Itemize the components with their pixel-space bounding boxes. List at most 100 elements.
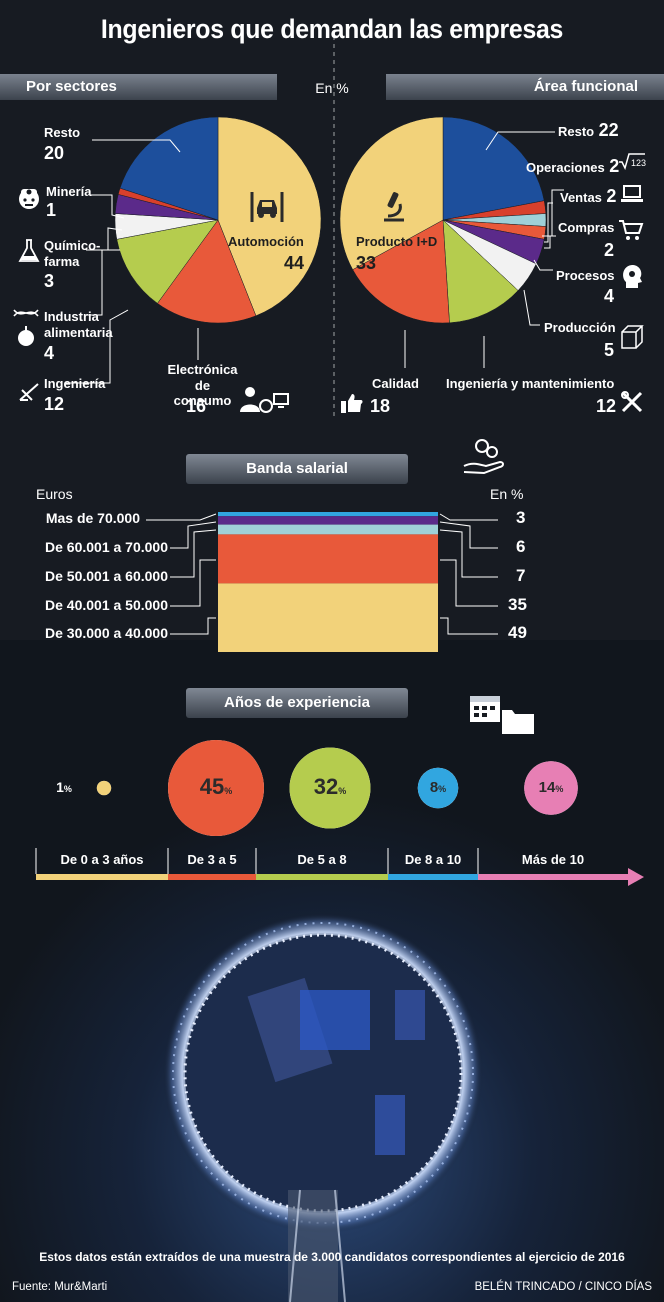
value-producto: 33 xyxy=(356,253,377,273)
label-produccion: Producción xyxy=(544,320,616,335)
value-produccion: 5 xyxy=(604,340,615,360)
row-ventas: Ventas 2 xyxy=(560,186,616,207)
salary-row-value: 3 xyxy=(516,508,526,527)
pie-slice-ingeniería xyxy=(116,219,219,304)
value-calidad: 18 xyxy=(370,396,391,416)
experience-category-label: De 0 a 3 años xyxy=(60,852,144,867)
laptop-icon xyxy=(621,185,643,202)
euros-label: Euros xyxy=(36,486,73,502)
value-operaciones: 2 xyxy=(609,156,620,176)
cart-icon xyxy=(619,220,644,240)
salary-header: Banda salarial xyxy=(186,454,408,484)
microscope-icon xyxy=(384,192,404,222)
electronics-icon xyxy=(240,387,289,413)
label-mineria: Minería xyxy=(46,184,92,199)
label-electronica-2: de consumo xyxy=(173,378,232,408)
pie-slice-automoción xyxy=(217,116,322,317)
pie-slice-electrónica-de-consumo xyxy=(157,219,257,324)
experience-value-pct: % xyxy=(224,786,233,797)
label-resto-left: Resto xyxy=(44,125,81,140)
value-quimico: 3 xyxy=(44,271,55,291)
leader-lines-left xyxy=(66,139,199,384)
experience-axis xyxy=(35,848,644,886)
experience-value-number: 1 xyxy=(56,779,64,796)
label-ingenieria-right: Ingeniería y mantenimiento xyxy=(446,376,615,391)
label-procesos: Procesos xyxy=(556,268,615,283)
label-quimico-1: Químico- xyxy=(44,238,101,253)
pie-slice-calidad xyxy=(352,219,450,324)
value-automocion: 44 xyxy=(284,253,305,273)
salary-bar-segment xyxy=(218,583,438,652)
row-resto-right: Resto 22 xyxy=(558,120,619,141)
value-ingenieria-right: 12 xyxy=(596,396,617,416)
experience-chart xyxy=(35,739,644,886)
salary-row-label: De 30.000 a 40.000 xyxy=(45,625,168,641)
experience-value-number: 32 xyxy=(313,774,339,800)
label-industria-2: alimentaria xyxy=(44,325,113,340)
label-industria-1: Industria xyxy=(44,309,99,324)
pie-sectores xyxy=(114,116,322,324)
salary-row-label: De 50.001 a 60.000 xyxy=(45,568,168,584)
pie-area-funcional xyxy=(339,116,547,324)
label-compras: Compras xyxy=(558,220,615,235)
pie-slice-resto xyxy=(119,116,219,221)
credit: BELÉN TRINCADO / CINCO DÍAS xyxy=(474,1281,652,1293)
leader-lines-right xyxy=(404,131,564,368)
thumbs-up-icon xyxy=(341,394,363,413)
experience-value-number: 14 xyxy=(538,778,556,796)
value-resto-right: 22 xyxy=(598,120,619,140)
tools-icon xyxy=(621,391,643,413)
experience-category-label: De 8 a 10 xyxy=(404,852,462,867)
footnote: Estos datos están extraídos de una muest… xyxy=(39,1250,625,1264)
value-mineria: 1 xyxy=(46,200,57,220)
experience-value: 32% xyxy=(290,774,370,800)
salary-row-label: Mas de 70.000 xyxy=(45,510,140,526)
head-bulb-icon xyxy=(623,265,642,288)
experience-value: 45% xyxy=(176,774,256,800)
label-automocion: Automoción xyxy=(228,234,304,249)
label-producto: Producto I+D xyxy=(356,234,438,249)
experience-category-label: De 3 a 5 xyxy=(187,852,237,867)
units-label: En % xyxy=(315,80,349,96)
salary-row-value: 6 xyxy=(516,537,526,556)
experience-bubbles xyxy=(96,739,578,837)
label-ingenieria-left: Ingeniería xyxy=(44,376,106,391)
dna-apple-icon xyxy=(13,309,39,346)
label-quimico-2: farma xyxy=(44,254,80,269)
experience-axis-segment xyxy=(256,874,388,880)
experience-axis-segment xyxy=(36,874,168,880)
svg-text:123: 123 xyxy=(631,158,646,168)
experience-value-pct: % xyxy=(555,783,564,794)
experience-axis-arrow xyxy=(628,868,644,886)
salary-bars xyxy=(218,512,438,652)
experience-value: 8% xyxy=(398,779,478,796)
label-resto-right: Resto xyxy=(558,124,595,139)
experience-value: 1% xyxy=(44,779,84,795)
value-resto-left: 20 xyxy=(44,143,65,163)
flask-icon xyxy=(18,239,40,262)
experience-value-pct: % xyxy=(438,783,447,794)
row-operaciones: Operaciones 2 xyxy=(526,156,619,177)
label-calidad: Calidad xyxy=(372,376,419,391)
experience-header: Años de experiencia xyxy=(186,688,408,718)
label-operaciones: Operaciones xyxy=(526,160,605,175)
experience-axis-segment xyxy=(478,874,628,880)
experience-bubble xyxy=(168,740,264,836)
money-hand-icon xyxy=(463,439,504,475)
sectores-header: Por sectores xyxy=(0,74,277,100)
sectores-header-label: Por sectores xyxy=(26,78,117,95)
engineering-pencil-icon xyxy=(19,383,39,401)
pct-label: En % xyxy=(490,486,524,502)
pie-slice-producto-i-d xyxy=(339,116,444,270)
salary-row-label: De 60.001 a 70.000 xyxy=(45,539,168,555)
experience-category-label: De 5 a 8 xyxy=(297,852,347,867)
value-industria: 4 xyxy=(44,343,55,363)
pie-slice-ingeniería-y-mantenimiento xyxy=(442,219,519,324)
calendar-folder-icon xyxy=(470,696,534,734)
salary-bar-segment xyxy=(218,516,438,525)
experience-value-pct: % xyxy=(338,786,347,797)
salary-row-value: 7 xyxy=(516,566,526,585)
salary-row-value: 35 xyxy=(508,595,527,614)
experience-value-number: 45 xyxy=(199,774,225,800)
